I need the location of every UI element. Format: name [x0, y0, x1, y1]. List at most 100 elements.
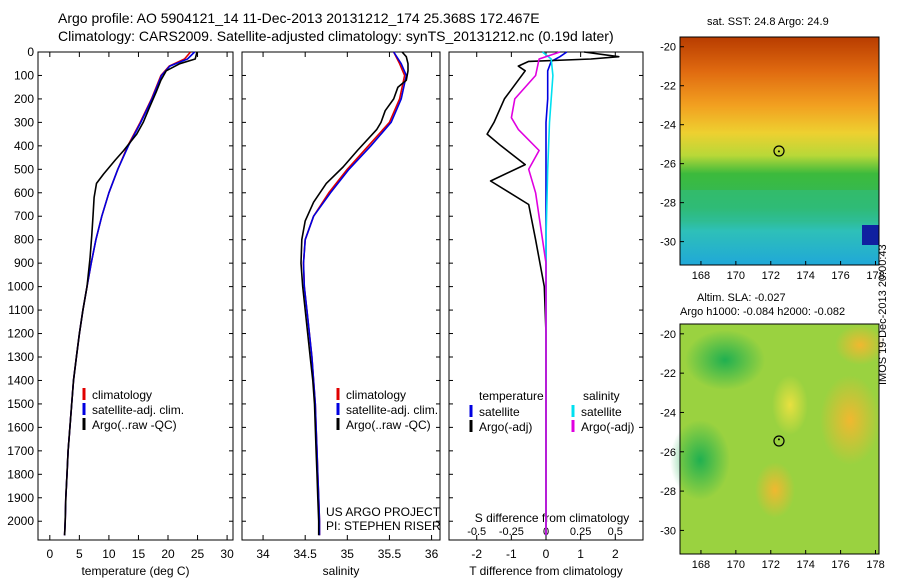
sla-high-1 — [820, 375, 880, 465]
imos-credit: IMOS 19-Dec-2013 20:00:43 — [877, 244, 889, 385]
sla-lon-label: 176 — [831, 559, 849, 571]
header-title-line2: Climatology: CARS2009. Satellite-adjuste… — [58, 28, 614, 44]
sla-lat-label: -20 — [660, 329, 676, 341]
ytick-label: 1800 — [7, 467, 34, 481]
ytick-label: 600 — [14, 186, 34, 200]
xtick-label: 10 — [102, 547, 116, 561]
difference-line-satellite-diff-s — [541, 51, 554, 536]
xtick-label: 20 — [161, 547, 175, 561]
sla-map-frame — [679, 323, 880, 555]
sst-lat-label: -22 — [660, 81, 676, 93]
temperature-panel: 0100200300400500600700800900100011001200… — [7, 45, 234, 578]
top-xtick-label: -0.5 — [467, 526, 486, 538]
xtick-label: 1 — [577, 547, 584, 561]
ytick-label: 1100 — [8, 303, 34, 317]
sst-lat-label: -20 — [660, 42, 676, 54]
sla-lat-label: -24 — [660, 407, 676, 419]
xtick-label: 34 — [256, 547, 270, 561]
legend-label-climatology: climatology — [92, 388, 152, 402]
sla-lat-label: -30 — [660, 525, 676, 537]
sla-lat-label: -26 — [660, 447, 676, 459]
xtick-label: 15 — [132, 547, 146, 561]
sla-caption-2: Argo h1000: -0.084 h2000: -0.082 — [680, 306, 846, 318]
sst-profile-marker — [773, 145, 785, 157]
sla-high-4 — [835, 325, 885, 365]
ytick-label: 1300 — [7, 350, 34, 364]
salinity-line-argo — [300, 51, 409, 536]
ytick-label: 2000 — [7, 514, 34, 528]
sla-caption-1: Altim. SLA: -0.027 — [697, 292, 786, 304]
sla-lon-label: 178 — [866, 559, 884, 571]
temperature-frame — [37, 51, 234, 541]
top-xtick-label: 0.5 — [608, 526, 623, 538]
sla-map — [670, 323, 885, 555]
project-label: US ARGO PROJECT — [326, 505, 441, 519]
sla-low-1 — [685, 330, 765, 390]
legend-label-s-satellite-diff-s: satellite — [581, 405, 622, 419]
xtick-label: 25 — [191, 547, 205, 561]
xtick-label: 0 — [543, 547, 550, 561]
legend-label-argo: Argo(..raw -QC) — [346, 418, 431, 432]
ytick-label: 1400 — [7, 373, 34, 387]
ytick-label: 1200 — [7, 327, 34, 341]
sla-lon-label: 172 — [762, 559, 780, 571]
xtick-label: 35 — [341, 547, 355, 561]
ytick-label: 0 — [27, 45, 34, 59]
sla-lon-label: 168 — [692, 559, 710, 571]
ytick-label: 500 — [14, 162, 34, 176]
sst-cold-patch — [862, 225, 879, 245]
top-x-axis-label: S difference from climatology — [475, 511, 630, 525]
xtick-label: 30 — [220, 547, 234, 561]
ytick-label: 900 — [14, 256, 34, 270]
legend-label-climatology: climatology — [346, 388, 406, 402]
sst-lat-label: -26 — [660, 159, 676, 171]
sst-cool-band — [680, 190, 879, 220]
ytick-label: 400 — [14, 139, 34, 153]
ytick-label: 1000 — [7, 280, 34, 294]
sst-lat-label: -24 — [660, 120, 676, 132]
xtick-label: 35.5 — [378, 547, 402, 561]
legend-label-s-argo-diff-s: Argo(-adj) — [581, 420, 634, 434]
difference-line-argo-diff-s — [510, 51, 561, 536]
sst-lon-label: 176 — [831, 270, 849, 282]
sst-caption: sat. SST: 24.8 Argo: 24.9 — [707, 16, 829, 28]
sla-lon-label: 174 — [797, 559, 815, 571]
sst-lon-label: 170 — [727, 270, 745, 282]
ytick-label: 100 — [14, 68, 34, 82]
ytick-label: 200 — [14, 92, 34, 106]
xtick-label: 34.5 — [294, 547, 318, 561]
sst-lon-label: 174 — [797, 270, 815, 282]
x-axis-label: salinity — [323, 564, 360, 578]
xtick-label: -1 — [506, 547, 517, 561]
ytick-label: 800 — [14, 233, 34, 247]
x-axis-label: T difference from climatology — [469, 564, 623, 578]
xtick-label: 2 — [612, 547, 619, 561]
ytick-label: 1600 — [7, 420, 34, 434]
x-axis-label: temperature (deg C) — [81, 564, 189, 578]
sla-low-2 — [670, 420, 730, 500]
temperature-line-argo — [63, 51, 198, 536]
sla-lon-label: 170 — [727, 559, 745, 571]
salinity-panel: 34 34.5 35 35.5 36 salinity climatologysatelli… — [241, 51, 441, 578]
header-title-line1: Argo profile: AO 5904121_14 11-Dec-2013 … — [58, 10, 540, 26]
temperature-line-climatology — [63, 51, 192, 536]
ytick-label: 1700 — [7, 444, 34, 458]
legend-label-argo: Argo(..raw -QC) — [92, 418, 177, 432]
sst-lon-label: 168 — [692, 270, 710, 282]
xtick-label: 5 — [76, 547, 83, 561]
sla-profile-marker — [773, 435, 785, 447]
ytick-label: 300 — [14, 115, 34, 129]
salinity-line-satellite — [302, 51, 408, 536]
ytick-label: 1500 — [7, 397, 34, 411]
difference-panel: -2 -1 0 1 2 T difference from climatology -0.5… — [448, 51, 644, 578]
top-xtick-label: -0.25 — [499, 526, 524, 538]
legend-label-satellite: satellite-adj. clim. — [92, 403, 184, 417]
sla-lat-label: -28 — [660, 486, 676, 498]
difference-line-argo — [486, 51, 620, 536]
legend-title-salinity: salinity — [583, 389, 620, 403]
sst-lat-label: -30 — [660, 237, 676, 249]
top-xtick-label: 0.25 — [570, 526, 591, 538]
sla-high-2 — [772, 375, 808, 435]
xtick-label: 36 — [425, 547, 439, 561]
